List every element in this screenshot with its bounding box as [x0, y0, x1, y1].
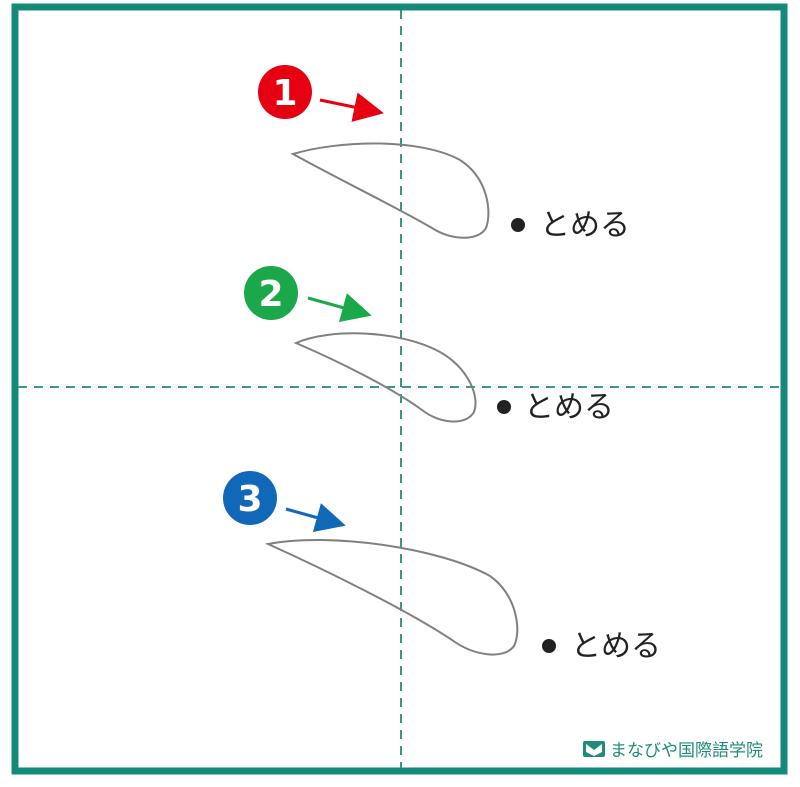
step-3-number: 3	[237, 479, 262, 520]
step-2-arrow	[307, 293, 372, 323]
step-1-badge	[258, 65, 312, 119]
step-1-arrow	[319, 92, 384, 122]
frame-border	[11, 3, 788, 775]
step-2-badge	[244, 266, 298, 320]
step-1-bullet	[511, 218, 525, 232]
step-1-label: とめる	[540, 208, 630, 243]
step-3-badge	[223, 471, 277, 525]
step-3-label: とめる	[571, 629, 661, 664]
step-1-number: 1	[272, 73, 297, 114]
book-logo-icon	[583, 741, 605, 757]
step-3-group: 3 とめる	[223, 471, 661, 664]
step-3-bullet	[542, 639, 556, 653]
step-2-group: 2 とめる	[244, 266, 614, 425]
brand-name: まなびや国際語学院	[610, 741, 763, 761]
step-2-label: とめる	[524, 390, 614, 425]
step-2-stroke-shape	[293, 332, 477, 423]
step-3-stroke-shape	[264, 539, 519, 656]
step-1-stroke-shape	[290, 142, 490, 239]
step-2-bullet	[497, 400, 511, 414]
step-3-arrow	[285, 503, 346, 533]
step-1-group: 1 とめる	[258, 65, 630, 243]
step-2-number: 2	[258, 274, 283, 315]
brand-logo: まなびや国際語学院	[583, 741, 763, 761]
